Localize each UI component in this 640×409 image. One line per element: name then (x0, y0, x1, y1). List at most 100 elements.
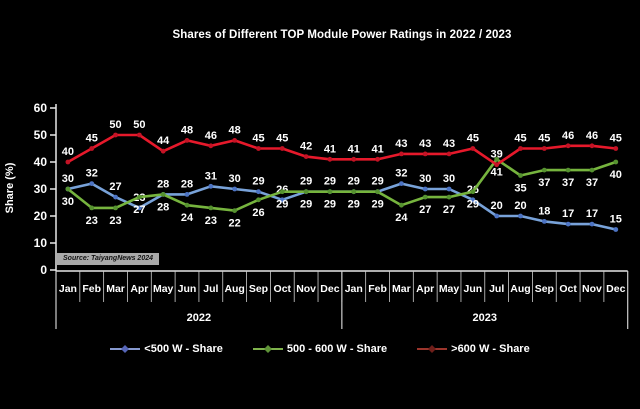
data-point (279, 146, 285, 151)
data-point (494, 156, 500, 162)
data-point (399, 181, 404, 187)
data-label: 40 (610, 169, 622, 181)
data-label: 30 (419, 173, 431, 185)
data-point (470, 146, 476, 151)
data-label: 41 (371, 143, 383, 155)
data-label: 23 (109, 215, 121, 227)
month-label: Mar (106, 283, 125, 295)
data-point (422, 194, 428, 200)
data-label: 27 (443, 204, 455, 216)
month-label: Dec (606, 283, 625, 295)
month-label: Jul (203, 283, 218, 295)
data-label: 45 (538, 133, 550, 145)
data-point (518, 173, 523, 178)
data-point (351, 189, 357, 195)
month-label: Feb (368, 283, 387, 295)
data-point (613, 227, 619, 232)
data-label: 46 (586, 130, 598, 142)
legend-marker-500-600w-icon (252, 345, 283, 353)
data-label: 45 (610, 133, 622, 145)
data-label: 41 (348, 143, 360, 155)
data-point (89, 205, 95, 211)
month-label: Jun (464, 283, 483, 295)
data-label: 29 (276, 199, 288, 211)
data-point (565, 143, 571, 149)
data-point (113, 205, 118, 211)
legend-marker-under-500w-icon (110, 345, 141, 353)
month-label: Sep (535, 283, 554, 295)
month-label: Apr (130, 283, 148, 295)
data-label: 30 (229, 173, 241, 185)
data-point (208, 205, 214, 211)
data-point (541, 146, 547, 151)
data-label: 32 (86, 168, 98, 180)
data-label: 30 (62, 173, 74, 185)
data-label: 18 (538, 205, 550, 217)
month-label: May (153, 283, 174, 295)
data-label: 28 (157, 178, 169, 190)
data-label: 46 (205, 130, 217, 142)
data-label: 27 (419, 204, 431, 216)
source-badge: Source: TaiyangNews 2024 (57, 253, 160, 266)
month-label: Oct (559, 283, 577, 295)
data-label: 37 (562, 177, 574, 189)
month-label: Sep (249, 283, 268, 295)
data-point (232, 186, 238, 192)
data-label: 24 (181, 212, 194, 224)
data-label: 28 (181, 178, 193, 190)
data-label: 46 (562, 130, 574, 142)
data-point (446, 194, 452, 200)
legend-item-under-500w: <500 W - Share (110, 343, 223, 355)
month-label: Oct (274, 283, 292, 295)
data-point (184, 138, 190, 143)
legend-label: <500 W - Share (144, 343, 223, 355)
data-point (565, 167, 571, 173)
data-label: 23 (205, 215, 217, 227)
data-label: 29 (348, 176, 360, 188)
data-label: 29 (300, 176, 312, 188)
series-line (67, 133, 616, 166)
data-label: 17 (586, 208, 598, 220)
data-point (208, 143, 214, 149)
data-label: 20 (491, 200, 503, 212)
data-label: 29 (348, 199, 360, 211)
data-label: 45 (276, 133, 288, 145)
data-label: 42 (300, 141, 312, 153)
data-point (541, 219, 547, 224)
data-label: 24 (395, 212, 408, 224)
data-point (184, 192, 190, 197)
data-point (327, 189, 333, 195)
data-point (89, 181, 95, 187)
y-tick-label: 40 (34, 155, 48, 169)
month-label: Apr (416, 283, 434, 295)
y-tick-label: 20 (34, 209, 48, 223)
data-label: 15 (610, 214, 622, 226)
year-label: 2022 (187, 312, 211, 324)
data-point (113, 194, 118, 200)
data-label: 29 (300, 199, 312, 211)
data-point (327, 156, 333, 162)
data-label: 31 (205, 170, 217, 182)
data-label: 37 (538, 177, 550, 189)
data-label: 27 (109, 181, 121, 193)
data-label: 50 (133, 119, 145, 131)
data-label: 48 (229, 124, 241, 136)
data-point (113, 132, 118, 138)
data-label: 43 (443, 138, 455, 150)
month-label: Dec (320, 283, 339, 295)
legend-label: >600 W - Share (451, 343, 530, 355)
data-label: 27 (133, 204, 145, 216)
data-label: 40 (62, 146, 74, 158)
data-point (589, 143, 595, 149)
data-point (494, 213, 500, 219)
data-label: 45 (86, 133, 98, 145)
data-point (351, 156, 357, 162)
y-tick-label: 0 (40, 263, 47, 277)
data-label: 41 (491, 166, 503, 178)
data-point (256, 197, 261, 203)
chart-canvas: 0 10 20 30 40 50 60 Jan Feb Mar Apr May Jun Jul Aug Sep… (34, 101, 629, 329)
data-point (303, 154, 309, 160)
month-label: Mar (392, 283, 411, 295)
y-tick-label: 50 (34, 128, 48, 142)
month-label: Jul (489, 283, 504, 295)
